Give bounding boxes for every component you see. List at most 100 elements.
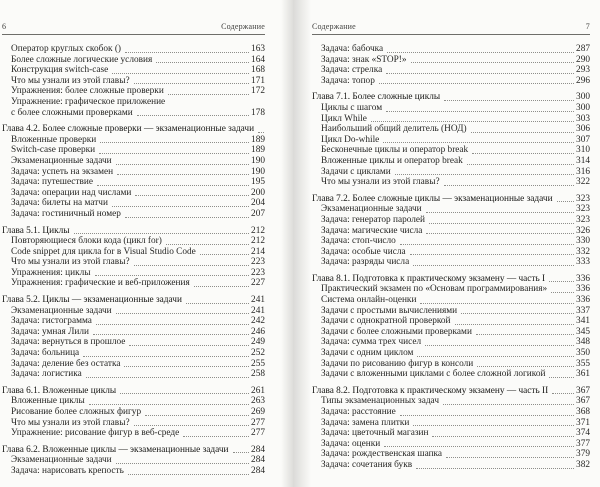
toc-entry-label: Задача: бабочка	[321, 44, 384, 54]
leader-dots	[92, 334, 250, 336]
toc-page-number: 367	[576, 385, 590, 396]
toc-entry-label: Упражнение: рисование фигур в веб-среде	[11, 428, 180, 439]
toc-page-number: 241	[251, 305, 265, 316]
toc-entry-label: Задача: гостиничный номер	[11, 208, 121, 219]
toc-page-number: 189	[251, 134, 265, 145]
leader-dots	[99, 152, 250, 154]
toc-page-number: 290	[576, 54, 590, 65]
toc-entry-row: Задача: логистика 258	[2, 369, 265, 380]
toc-entry-label: Задача: нарисовать крепость	[11, 465, 124, 476]
toc-entry-label: Задача: больница	[11, 348, 80, 359]
toc-entry-row: Задача: разряды числа 333	[312, 257, 590, 268]
leader-dots	[466, 163, 575, 165]
leader-dots	[443, 404, 575, 405]
leader-dots	[112, 72, 250, 74]
toc-page-number: 323	[576, 193, 590, 204]
toc-page-number: 337	[576, 305, 590, 316]
toc-entry-label: Задача: стоп-число	[321, 236, 396, 247]
toc-entry-label: Вложенные проверки	[11, 134, 97, 145]
toc-page-number: 332	[576, 246, 590, 257]
leader-dots	[549, 376, 575, 378]
toc-entry-label: Глава 7.1. Более сложные циклы	[312, 92, 441, 103]
leader-dots	[549, 281, 575, 283]
toc-page-number: 277	[251, 417, 265, 428]
toc-page-number: 336	[576, 295, 590, 306]
toc-entry-row: Задачи с однократной проверкой 341	[312, 316, 590, 327]
toc-entry-label: Что мы узнали из этой главы?	[321, 177, 440, 188]
toc-entry-row: Упражнения: более сложные проверки 172	[2, 86, 265, 97]
leader-dots	[117, 174, 250, 176]
toc-page-number: 168	[251, 65, 265, 76]
toc-page-number: 269	[251, 407, 265, 417]
leader-dots	[461, 313, 575, 315]
toc-entry-row: Задачи по рисованию фигур в консоли 355	[312, 359, 590, 370]
toc-entry-row: Задача: стрелка 293	[312, 65, 590, 76]
toc-entry-row: Задача: рождественская шапка 379	[312, 449, 590, 460]
toc-entry-row: Задача: магические числа 326	[312, 226, 590, 237]
toc-chapter-row: Глава 7.1. Более сложные циклы 300	[312, 92, 590, 103]
leader-dots	[185, 302, 250, 304]
toc-entry-label: Оператор круглых скобок ()	[11, 44, 122, 54]
toc-section: Глава 4.2. Более сложные проверки — экза…	[2, 124, 265, 219]
toc-entry-row: Задача: топор 296	[312, 76, 590, 87]
leader-dots	[475, 334, 575, 336]
toc-entry-label: Задача: стрелка	[321, 65, 383, 76]
toc-page-number: 207	[251, 208, 265, 219]
toc-page-number: 316	[576, 166, 590, 177]
toc-entry-row: Задача: гостиничный номер 207	[2, 209, 265, 220]
leader-dots	[135, 195, 250, 197]
toc-page-number: 350	[576, 348, 590, 359]
toc-page-number: 255	[251, 358, 265, 369]
toc-entry-label: Конструкция switch-case	[11, 65, 109, 76]
leader-dots	[258, 131, 265, 133]
leader-dots	[556, 201, 575, 203]
toc-entry-label: Наибольший общий делитель (НОД)	[321, 124, 467, 135]
toc-page-number: 371	[576, 417, 590, 428]
toc-entry-row: Задачи с простыми вычислениями 337	[312, 306, 590, 317]
toc-entry-label: Типы экзаменационных задач	[321, 396, 439, 407]
toc-entry-row: Задача: умная Лили 246	[2, 327, 265, 338]
toc-entry-row: Наибольший общий делитель (НОД) 306	[312, 124, 590, 135]
toc-entry-row: Более сложные логические условия 164	[2, 55, 265, 66]
toc-entry-label: Задача: путешествие	[11, 177, 93, 188]
toc-entry-label: Задача: особые числа	[321, 246, 406, 257]
toc-chapter-row: Глава 5.1. Циклы 212	[2, 226, 265, 237]
running-title: Содержание	[312, 22, 356, 31]
toc-entry-label: Задача: рождественская шапка	[321, 449, 443, 460]
toc-entry-label: Вложенные циклы и оператор break	[321, 155, 463, 166]
toc-entry-label: Задача: топор	[321, 75, 375, 86]
toc-entry-label: Глава 6.1. Вложенные циклы	[2, 385, 117, 396]
toc-page-number: 341	[576, 316, 590, 327]
toc-entry-row: Задачи с циклами 316	[312, 167, 590, 178]
leader-dots	[115, 313, 250, 315]
toc-section: Оператор круглых скобок () 163 Более сложн…	[2, 44, 265, 118]
toc-page-number: 306	[576, 124, 590, 135]
leader-dots	[399, 243, 575, 245]
leader-dots	[97, 184, 250, 186]
toc-entry-label: Задачи с простыми вычислениями	[321, 305, 458, 316]
toc-entry-label: Повторяющиеся блоки кода (цикл for)	[11, 236, 162, 247]
toc-page-number: 367	[576, 396, 590, 407]
toc-page-number: 172	[251, 86, 265, 97]
toc-entry-row: Задача: бабочка 287	[312, 44, 590, 55]
leader-dots	[136, 115, 250, 117]
toc-chapter-row: Глава 6.2. Вложенные циклы — экзаменацио…	[2, 445, 265, 456]
toc-entry-label: Задача: операции над числами	[11, 187, 132, 198]
toc-entry-row: Задача: сочетания букв 382	[312, 460, 590, 471]
leader-dots	[472, 152, 575, 154]
toc-entry-row: Задача: сумма трех чисел 348	[312, 337, 590, 348]
toc-page-number: 374	[576, 428, 590, 439]
toc-entry-label: Экзаменационные задачи	[11, 155, 112, 166]
toc-page-number: 326	[576, 225, 590, 236]
toc-entry-label: Глава 8.2. Подготовка к практическому эк…	[312, 385, 549, 396]
toc-entry-row: Оператор круглых скобок () 163	[2, 44, 265, 55]
toc-entry-label: Глава 7.2. Более сложные циклы — экзамен…	[312, 193, 553, 204]
toc-page-number: 345	[576, 326, 590, 337]
toc-entry-row: Задача: оценки 377	[312, 439, 590, 450]
page-header: Содержание 7	[312, 22, 590, 31]
folio-number: 6	[2, 22, 7, 31]
toc-page-number: 261	[251, 385, 265, 396]
toc-entry-label: Что мы узнали из этой главы?	[11, 257, 130, 268]
toc-entry-row: Задачи с более сложными проверками 345	[312, 327, 590, 338]
toc-page-number: 284	[251, 465, 265, 476]
